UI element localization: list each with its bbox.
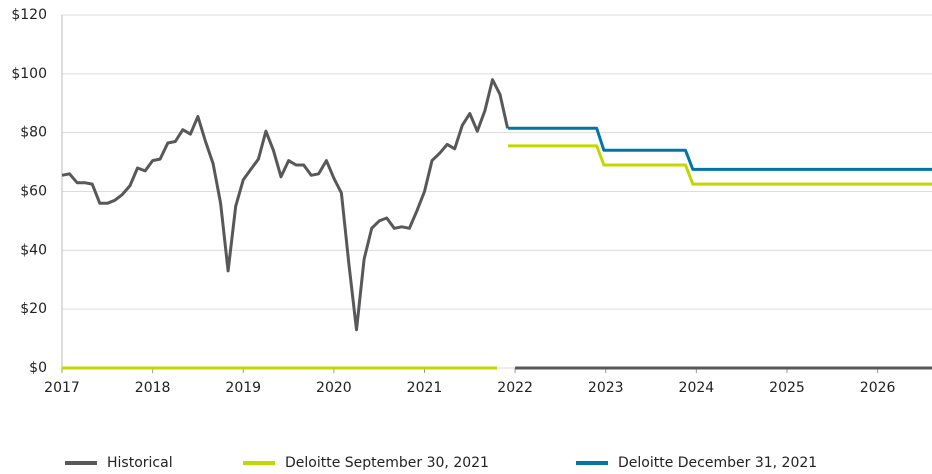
x-tick-label: 2020 <box>316 380 352 396</box>
y-tick-label: $100 <box>11 66 47 82</box>
legend-label: Historical <box>107 455 173 471</box>
legend-label: Deloitte September 30, 2021 <box>285 455 489 471</box>
x-tick-label: 2022 <box>497 380 533 396</box>
series-line <box>507 126 932 171</box>
x-tick-label: 2023 <box>588 380 624 396</box>
y-tick-label: $40 <box>20 242 47 258</box>
x-tick-label: 2019 <box>225 380 261 396</box>
x-tick-label: 2021 <box>407 380 443 396</box>
y-tick-label: $0 <box>29 360 47 376</box>
x-tick-label: 2024 <box>679 380 715 396</box>
x-tick-label: 2018 <box>135 380 171 396</box>
x-tick-label: 2017 <box>44 380 80 396</box>
y-tick-label: $120 <box>11 7 47 23</box>
y-tick-label: $60 <box>20 184 47 200</box>
y-tick-label: $20 <box>20 301 47 317</box>
x-tick-label: 2026 <box>860 380 896 396</box>
x-tick-label: 2025 <box>769 380 805 396</box>
series-line <box>62 144 932 370</box>
legend-label: Deloitte December 31, 2021 <box>618 455 817 471</box>
series-line <box>61 78 932 370</box>
y-tick-label: $80 <box>20 125 47 141</box>
